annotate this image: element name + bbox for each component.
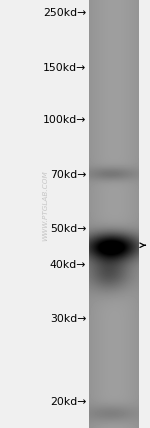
Text: 50kd→: 50kd→ <box>50 224 86 234</box>
Text: 70kd→: 70kd→ <box>50 170 86 181</box>
Text: 30kd→: 30kd→ <box>50 314 86 324</box>
Text: WWW.PTGLAB.COM: WWW.PTGLAB.COM <box>42 170 48 241</box>
Text: 100kd→: 100kd→ <box>43 115 86 125</box>
Text: 150kd→: 150kd→ <box>43 63 86 74</box>
Text: 250kd→: 250kd→ <box>43 8 86 18</box>
Text: 20kd→: 20kd→ <box>50 397 86 407</box>
Text: 40kd→: 40kd→ <box>50 260 86 270</box>
